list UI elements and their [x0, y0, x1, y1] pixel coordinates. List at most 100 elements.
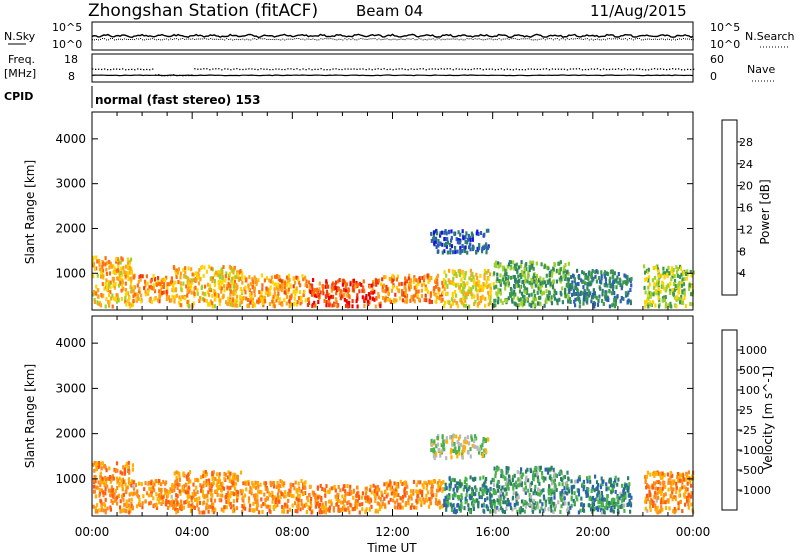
nsearch-point	[546, 38, 548, 40]
nave-point	[590, 68, 593, 70]
data-cell	[446, 503, 450, 508]
nave-point	[251, 68, 253, 70]
data-cell	[527, 478, 530, 483]
data-cell	[302, 277, 305, 282]
data-cell	[567, 261, 570, 266]
data-cell	[119, 260, 122, 265]
nsearch-point	[182, 38, 184, 39]
data-cell	[531, 300, 534, 305]
data-cell	[108, 265, 111, 270]
data-cell	[520, 264, 523, 269]
nave-point	[395, 68, 397, 70]
data-cell	[421, 275, 424, 280]
data-cell	[233, 265, 236, 270]
data-cell	[200, 475, 203, 480]
nsearch-point	[620, 38, 622, 40]
data-cell	[203, 291, 206, 296]
data-cell	[469, 235, 472, 240]
data-cell	[472, 477, 475, 482]
data-cell	[524, 485, 527, 490]
nsearch-point	[522, 38, 524, 40]
data-cell	[263, 492, 266, 497]
data-cell	[525, 267, 528, 272]
data-cell	[664, 301, 668, 306]
data-cell	[355, 281, 358, 285]
noise-right-tick-top: 10^5	[710, 21, 740, 34]
data-cell	[309, 283, 312, 288]
data-cell	[622, 497, 625, 502]
nsearch-point	[394, 38, 396, 40]
data-cell	[295, 289, 298, 294]
nsearch-point	[384, 38, 386, 40]
data-cell	[193, 506, 196, 510]
nave-point	[224, 68, 226, 70]
data-cell	[489, 492, 492, 497]
data-cell	[128, 481, 131, 486]
data-cell	[532, 498, 536, 503]
data-cell	[513, 505, 517, 510]
data-cell	[122, 507, 125, 512]
data-cell	[110, 485, 113, 490]
data-cell	[227, 492, 230, 497]
data-cell	[473, 444, 476, 449]
data-cell	[171, 280, 174, 285]
data-cell	[481, 452, 484, 457]
data-cell	[690, 494, 693, 499]
data-cell	[523, 295, 526, 299]
data-cell	[450, 235, 453, 240]
data-cell	[610, 490, 613, 495]
nsearch-point	[426, 39, 428, 41]
data-cell	[249, 281, 252, 286]
data-cell	[598, 505, 601, 510]
data-cell	[462, 444, 465, 449]
data-cell	[202, 273, 205, 278]
data-cell	[576, 497, 579, 502]
data-cell	[236, 490, 240, 495]
nsearch-point	[324, 38, 326, 40]
data-cell	[336, 304, 339, 309]
data-cell	[296, 496, 299, 501]
data-cell	[602, 508, 605, 513]
data-cell	[156, 497, 159, 502]
data-cell	[195, 271, 198, 276]
data-cell	[226, 286, 229, 291]
data-cell	[105, 271, 108, 276]
data-cell	[489, 272, 492, 277]
data-cell	[585, 494, 588, 498]
data-cell	[378, 487, 381, 492]
data-cell	[499, 496, 502, 501]
nave-point	[563, 68, 566, 70]
freq-tick-bottom: 8	[68, 70, 75, 83]
data-cell	[465, 498, 469, 503]
nsearch-point	[210, 38, 212, 40]
data-cell	[186, 276, 190, 281]
nsearch-point	[432, 38, 434, 40]
data-cell	[692, 270, 695, 275]
data-cell	[211, 502, 214, 507]
data-cell	[493, 483, 496, 488]
data-cell	[181, 295, 184, 300]
data-cell	[511, 475, 515, 480]
data-cell	[683, 277, 686, 282]
data-cell	[620, 296, 623, 300]
data-cell	[416, 293, 419, 298]
data-cell	[401, 292, 404, 297]
data-cell	[646, 298, 649, 303]
data-cell	[627, 502, 630, 507]
data-cell	[156, 298, 160, 303]
data-cell	[523, 270, 526, 275]
data-cell	[116, 293, 119, 298]
data-cell	[186, 280, 189, 285]
data-cell	[364, 491, 367, 496]
data-cell	[615, 502, 618, 507]
data-cell	[209, 286, 212, 291]
data-cell	[531, 263, 534, 268]
data-cell	[512, 491, 515, 496]
data-cell	[661, 499, 665, 504]
data-cell	[589, 291, 592, 296]
data-cell	[342, 278, 345, 283]
data-cell	[251, 480, 254, 485]
data-cell	[179, 491, 182, 496]
data-cell	[412, 294, 415, 299]
data-cell	[200, 286, 203, 290]
